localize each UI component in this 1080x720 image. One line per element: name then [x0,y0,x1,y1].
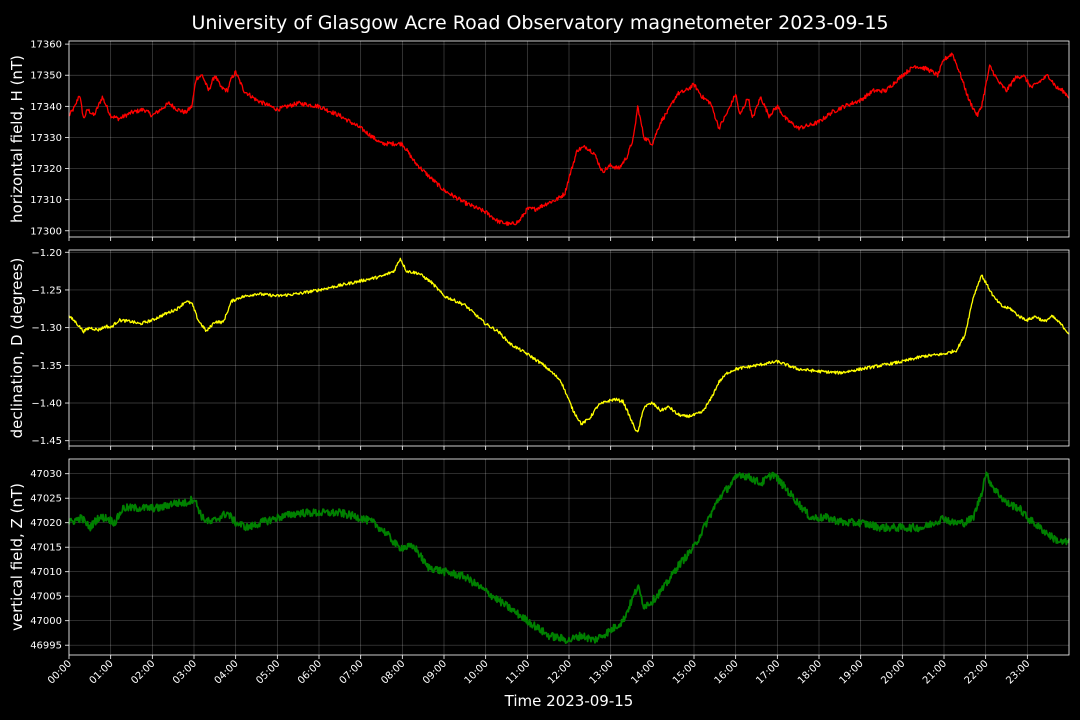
x-tick-label: 07:00 [338,658,366,686]
x-tick-label: 02:00 [129,658,157,686]
y-tick-label: 17300 [30,226,62,237]
x-tick-label: 09:00 [421,658,449,686]
x-axis-ticks: 00:00 01:00 02:00 03:00 04:00 05:00 06:00 07:00… [46,658,1032,686]
y-tick-label: 47000 [30,616,62,627]
y-tick-label: 17360 [30,40,62,51]
x-tick-label: 18:00 [796,658,824,686]
x-tick-label: 06:00 [296,658,324,686]
series-line-2 [68,471,1070,644]
y-axis-label-h: horizontal field, H (nT) [8,55,26,223]
y-tick-label: 17330 [30,133,62,144]
x-tick-label: 14:00 [629,658,657,686]
y-tick-label: 47020 [30,518,62,529]
x-tick-label: 05:00 [254,658,282,686]
y-tick-label: 47005 [30,592,62,603]
panel-vertical-field: vertical field, Z (nT) 46995 47000 47005 47… [8,458,1070,659]
y-tick-label: 46995 [30,641,62,652]
x-tick-label: 03:00 [171,658,199,686]
y-tick-label: −1.45 [31,436,62,447]
x-tick-label: 22:00 [963,658,991,686]
y-tick-label: 47015 [30,543,62,554]
x-tick-label: 21:00 [921,658,949,686]
x-tick-label: 00:00 [46,658,74,686]
panel-horizontal-field: horizontal field, H (nT) 17300 17310 17320… [8,40,1070,241]
x-tick-label: 19:00 [838,658,866,686]
y-tick-label: −1.40 [31,399,62,410]
plot-frame [68,40,1070,238]
x-tick-label: 20:00 [879,658,907,686]
y-tick-label: −1.25 [31,285,62,296]
y-tick-label: 47010 [30,567,62,578]
x-tick-label: 01:00 [88,658,116,686]
y-axis-label-z: vertical field, Z (nT) [8,483,26,631]
series-line-1 [68,257,1070,433]
x-tick-label: 23:00 [1004,658,1032,686]
plot-frame [68,249,1070,447]
y-tick-label: −1.35 [31,361,62,372]
x-tick-label: 10:00 [463,658,491,686]
series-line-0 [68,52,1070,226]
x-tick-label: 08:00 [379,658,407,686]
y-tick-label: 47030 [30,469,62,480]
y-axis-label-d: declination, D (degrees) [8,258,26,439]
x-axis-label: Time 2023-09-15 [504,692,634,710]
x-tick-label: 15:00 [671,658,699,686]
x-tick-label: 17:00 [754,658,782,686]
plot-frame [68,458,1070,656]
y-tick-label: 17310 [30,195,62,206]
y-tick-label: 47025 [30,494,62,505]
chart-title: University of Glasgow Acre Road Observat… [191,12,888,34]
x-tick-label: 16:00 [713,658,741,686]
x-tick-label: 04:00 [213,658,241,686]
x-tick-label: 13:00 [588,658,616,686]
x-tick-label: 12:00 [546,658,574,686]
x-tick-label: 11:00 [504,658,532,686]
panel-declination: declination, D (degrees) −1.45 −1.40 −1.35… [8,248,1070,450]
y-tick-label: −1.20 [31,248,62,259]
y-tick-label: 17320 [30,164,62,175]
y-tick-label: 17340 [30,102,62,113]
y-tick-label: −1.30 [31,323,62,334]
y-tick-label: 17350 [30,71,62,82]
